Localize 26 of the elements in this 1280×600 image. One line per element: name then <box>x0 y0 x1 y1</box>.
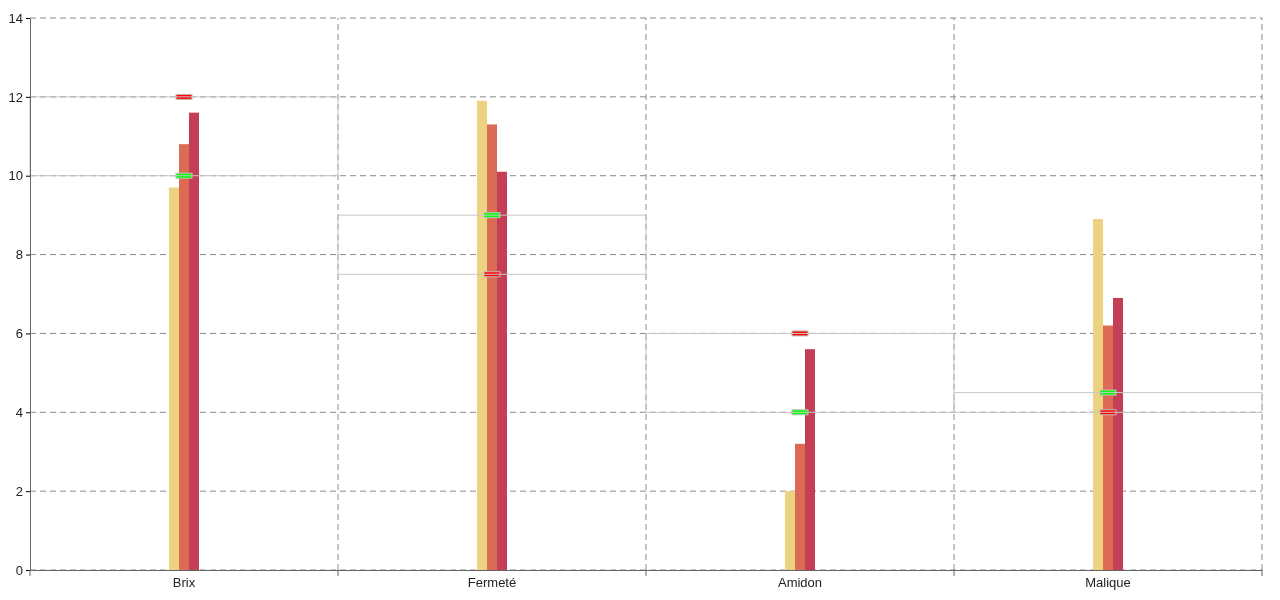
y-tick-label: 10 <box>8 168 23 184</box>
x-tick-label: Brix <box>172 575 196 591</box>
bar <box>337 214 647 275</box>
bar <box>179 144 189 570</box>
x-tick-label: Malique <box>1085 575 1131 591</box>
y-tick-label: 12 <box>8 89 23 105</box>
y-tick-label: 0 <box>15 562 23 578</box>
y-tick-label: 8 <box>15 247 23 263</box>
bar <box>189 112 199 570</box>
bar <box>29 96 339 177</box>
bar <box>1103 325 1113 570</box>
y-tick-label: 4 <box>15 404 23 420</box>
bar <box>1093 219 1103 570</box>
bar <box>1113 297 1123 570</box>
bar <box>497 171 507 570</box>
x-tick-label: Fermeté <box>467 575 517 591</box>
y-tick-label: 2 <box>15 483 23 499</box>
bar <box>785 491 795 570</box>
bar <box>795 443 805 570</box>
bar <box>805 349 815 570</box>
bar <box>477 100 487 570</box>
bar <box>487 124 497 570</box>
bar <box>169 187 179 570</box>
y-tick-label: 14 <box>8 10 23 26</box>
y-tick-label: 6 <box>15 326 23 342</box>
x-tick-label: Amidon <box>777 575 823 591</box>
